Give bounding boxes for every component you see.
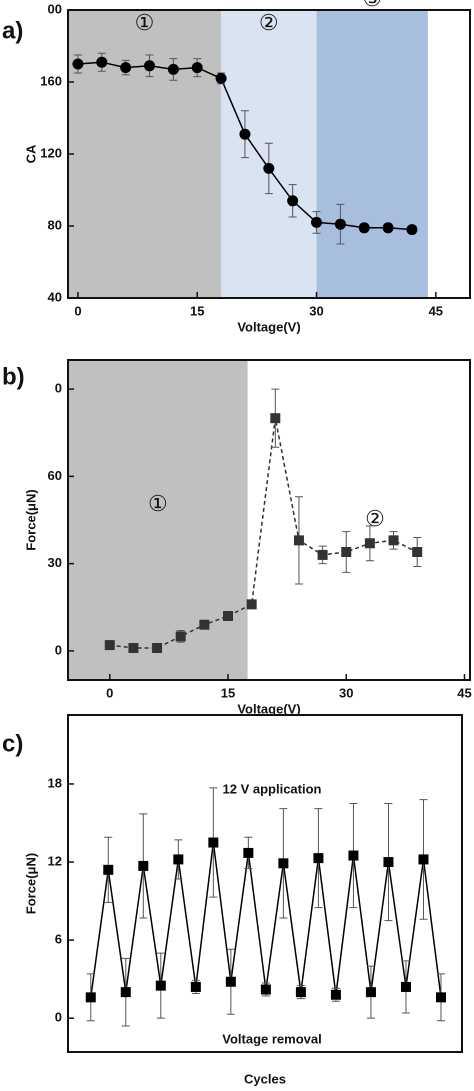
marker: [365, 987, 376, 998]
marker: [287, 195, 299, 207]
marker: [152, 643, 163, 653]
x-tick-label: 45: [457, 685, 471, 700]
annotation: 12 V application: [223, 781, 322, 796]
marker: [270, 413, 281, 424]
marker: [341, 547, 352, 557]
marker: [173, 854, 184, 865]
plot-frame: [67, 359, 471, 681]
region-label: ②: [259, 10, 279, 35]
marker: [295, 987, 306, 998]
marker: [406, 224, 418, 236]
region-label: ③: [362, 0, 382, 11]
x-tick-label: 0: [106, 685, 113, 700]
annotation: Voltage removal: [222, 1031, 321, 1046]
marker: [199, 619, 210, 630]
marker: [418, 854, 429, 865]
x-tick-label: 45: [429, 303, 443, 318]
y-tick-label: 60: [48, 468, 62, 483]
y-tick-label: 160: [40, 73, 62, 88]
marker: [388, 535, 399, 546]
marker: [167, 63, 179, 75]
marker: [364, 538, 375, 549]
region-label: ②: [365, 506, 385, 531]
y-axis-label: Force(μN): [23, 489, 38, 550]
marker: [128, 643, 139, 653]
marker: [225, 976, 236, 987]
marker: [239, 128, 251, 140]
marker: [263, 162, 275, 174]
y-tick-label: 0: [55, 1010, 62, 1025]
y-tick-label: 40: [48, 289, 62, 304]
marker: [400, 981, 411, 992]
y-tick-label: 80: [48, 217, 62, 232]
marker: [246, 599, 257, 610]
region: [68, 360, 248, 680]
y-tick-label: 30: [48, 555, 62, 570]
marker: [278, 858, 289, 869]
region: [316, 10, 428, 298]
marker: [412, 547, 423, 557]
region-label: ①: [148, 491, 168, 516]
marker: [334, 218, 346, 230]
marker: [120, 987, 131, 998]
marker: [175, 631, 186, 642]
y-tick-label: 12: [48, 853, 62, 868]
y-axis-label: CA: [23, 144, 38, 163]
region: [247, 360, 470, 680]
marker: [243, 847, 254, 858]
marker: [348, 850, 359, 861]
marker: [138, 860, 149, 871]
region-label: ①: [135, 10, 155, 35]
y-tick-label: 0: [55, 381, 62, 396]
x-tick-label: 15: [221, 685, 235, 700]
marker: [435, 992, 446, 1003]
marker: [85, 992, 96, 1003]
x-tick-label: 30: [339, 685, 353, 700]
y-tick-label: 6: [55, 932, 62, 947]
y-axis-label: Force(μN): [23, 853, 38, 914]
marker: [103, 864, 114, 875]
x-axis-label: Cycles: [244, 1071, 286, 1086]
marker: [223, 611, 234, 621]
plot-frame: [67, 714, 463, 1053]
marker: [382, 222, 394, 234]
x-axis-label: Voltage(V): [237, 701, 300, 716]
panel-label: b): [2, 363, 25, 390]
marker: [72, 58, 84, 70]
marker: [191, 62, 203, 74]
x-tick-label: 30: [309, 303, 323, 318]
marker: [313, 853, 324, 864]
marker: [215, 72, 227, 84]
marker: [190, 981, 201, 992]
marker: [96, 56, 108, 68]
panel-label: a): [2, 17, 23, 44]
x-axis-label: Voltage(V): [237, 319, 300, 334]
marker: [260, 984, 271, 995]
marker: [383, 857, 394, 868]
y-tick-label: 18: [48, 775, 62, 790]
x-tick-label: 15: [190, 303, 204, 318]
marker: [120, 62, 132, 74]
region: [68, 10, 222, 298]
x-tick-label: 0: [74, 303, 81, 318]
y-tick-label: 120: [40, 145, 62, 160]
marker: [155, 980, 166, 991]
marker: [317, 549, 328, 560]
marker: [144, 60, 156, 72]
marker: [293, 535, 304, 546]
marker: [311, 216, 323, 228]
panel-label: c): [2, 730, 23, 757]
marker: [330, 989, 341, 1000]
y-tick-label: 00: [48, 1, 62, 16]
marker: [104, 640, 115, 651]
y-tick-label: 0: [55, 642, 62, 657]
marker: [358, 222, 370, 234]
marker: [208, 837, 219, 848]
